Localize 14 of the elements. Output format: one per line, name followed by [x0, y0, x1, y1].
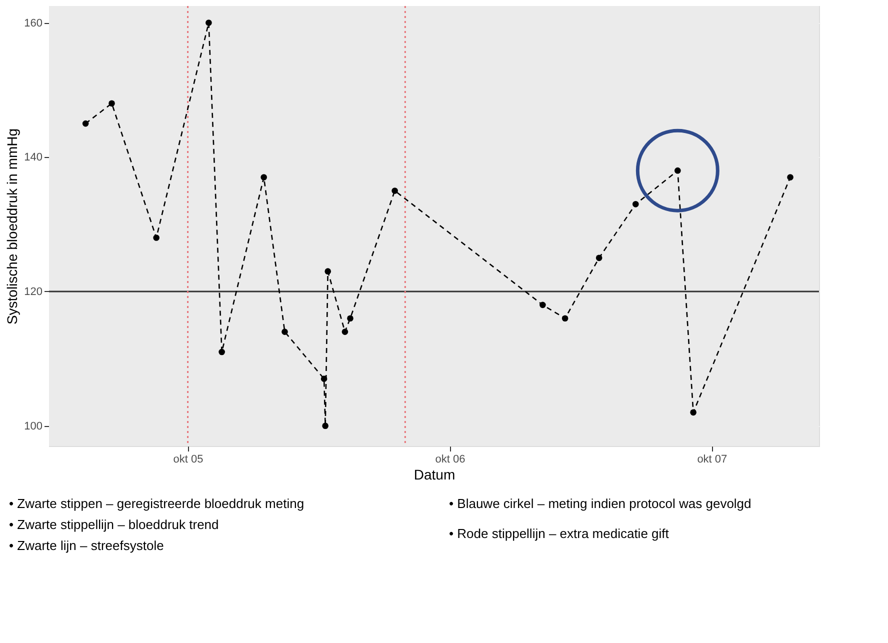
text: • Zwarte stippen – geregistreerde bloeddruk meting — [9, 496, 304, 511]
y-axis-title: Systolische bloeddruk in mmHg — [4, 128, 20, 325]
y-tick-label: 140 — [24, 152, 42, 164]
x-tick-label: okt 05 — [173, 454, 204, 466]
text: • Rode stippellijn – extra medicatie gift — [449, 526, 670, 541]
y-tick-label: 100 — [24, 420, 42, 432]
text: • Zwarte lijn – streefsystole — [9, 538, 164, 553]
text: • Zwarte stippellijn – bloeddruk trend — [9, 517, 219, 532]
x-axis-title: Datum — [414, 466, 456, 482]
y-tick-label: 120 — [24, 286, 42, 298]
x-tick-label: okt 06 — [435, 454, 466, 466]
y-tick-label: 160 — [24, 17, 42, 30]
x-tick-label: okt 07 — [697, 454, 728, 466]
text: • Blauwe cirkel – meting indien protocol was gevolgd — [449, 496, 752, 511]
